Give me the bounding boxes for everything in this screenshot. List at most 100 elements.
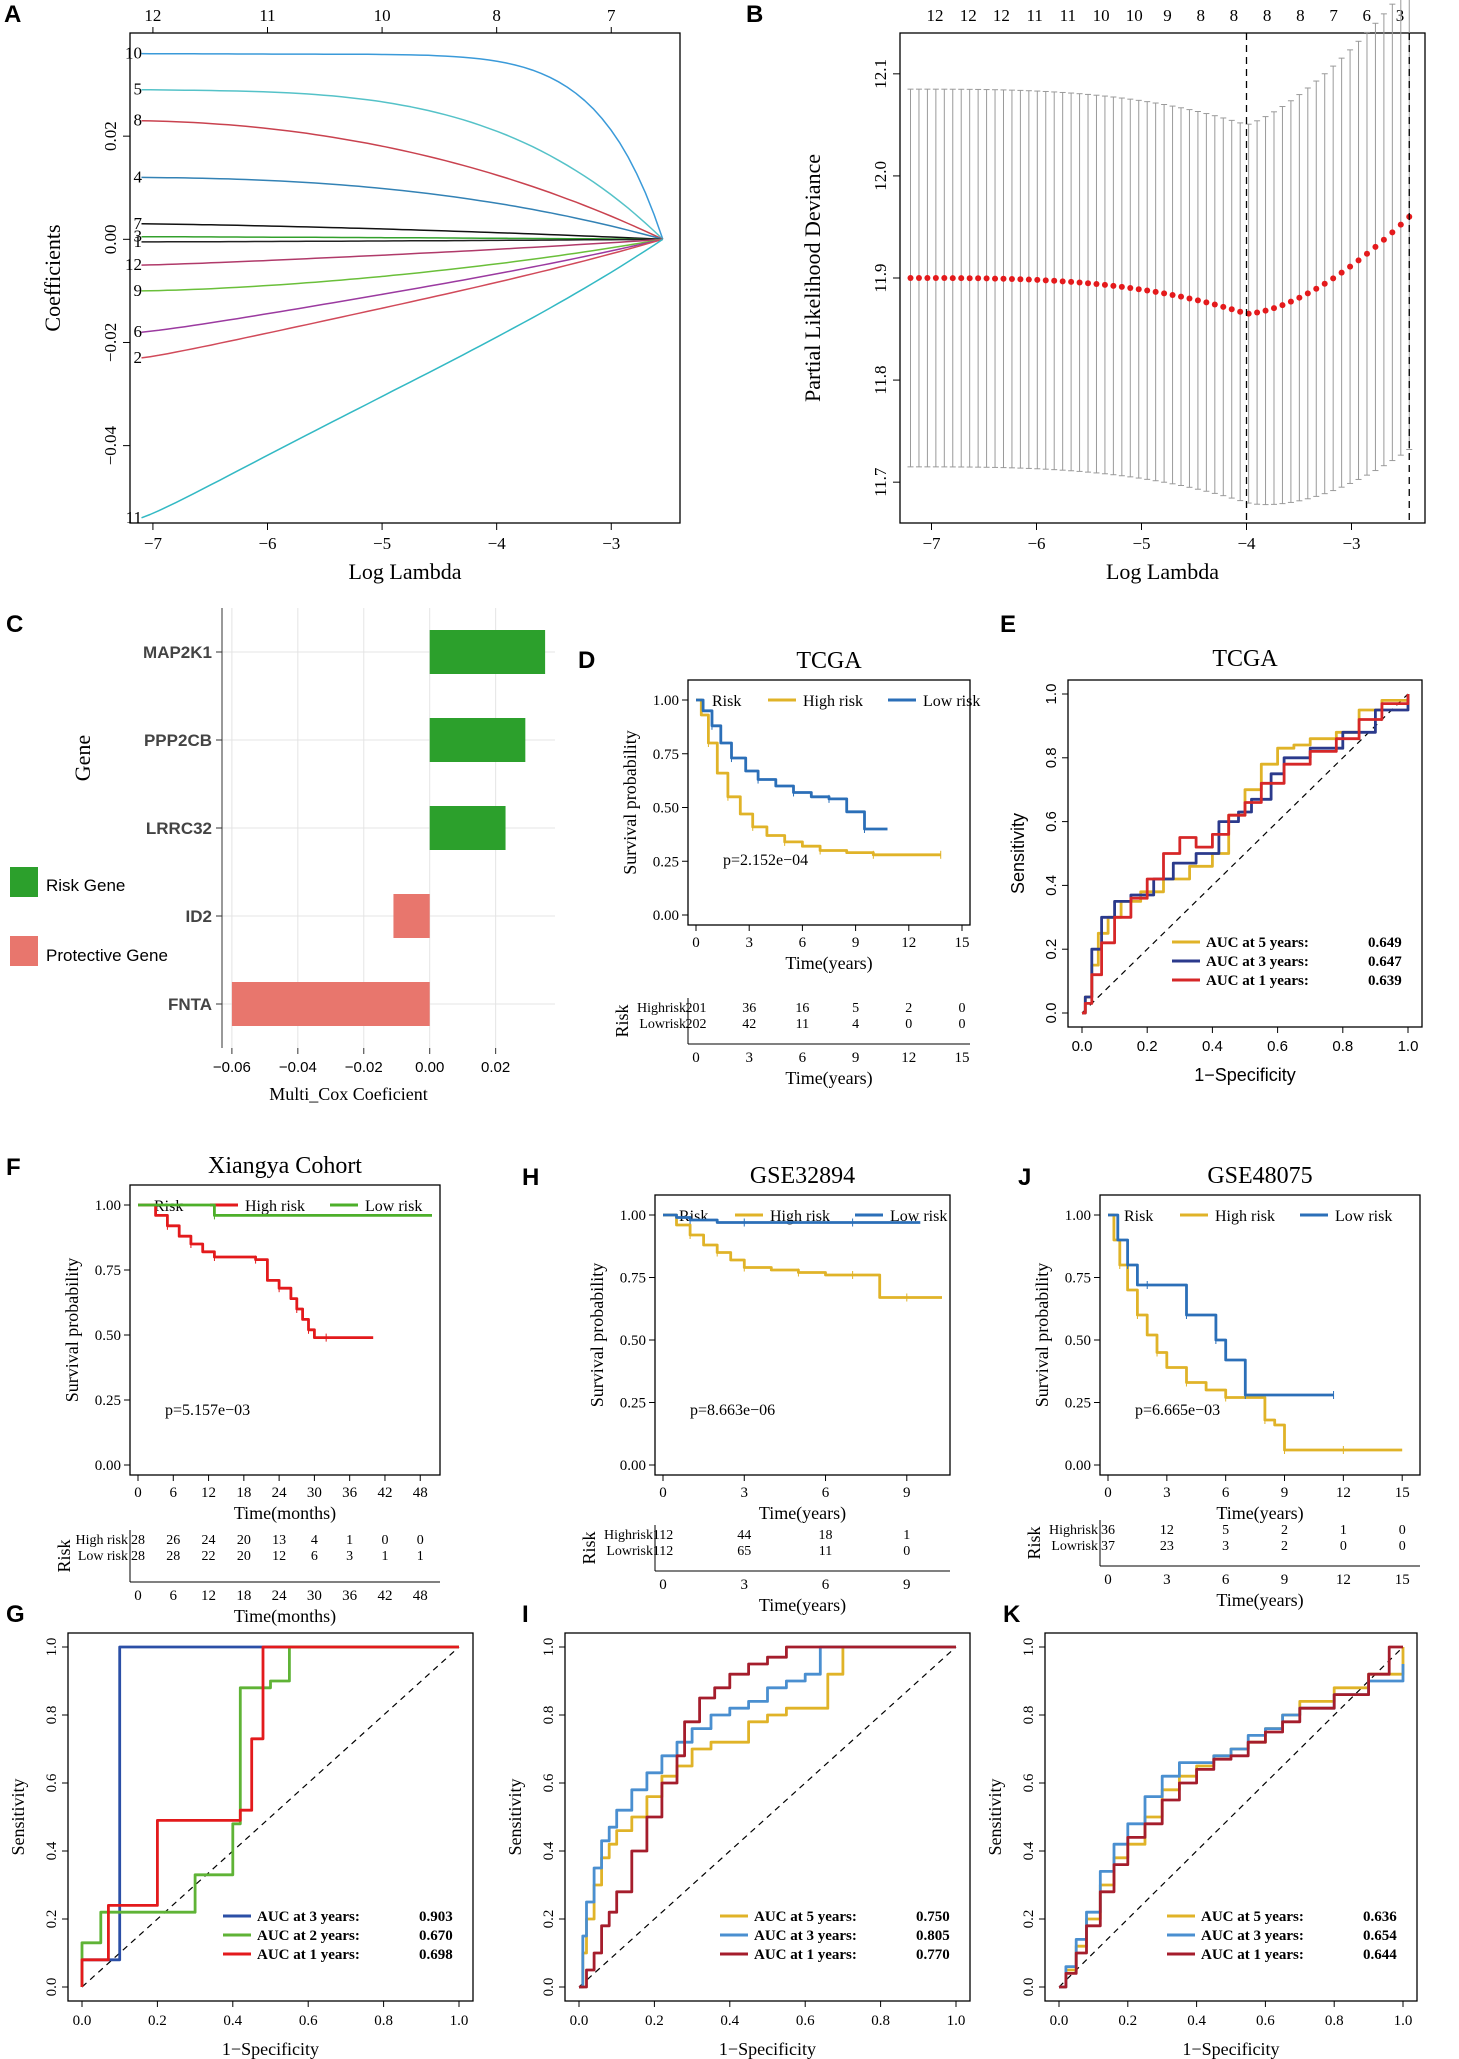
coef-path-8: [141, 119, 664, 240]
y-tick-label: 0.0: [1043, 1003, 1060, 1024]
path-label-3: 3: [134, 227, 143, 246]
table-count: 26: [166, 1533, 180, 1548]
y-tick-label: 0.0: [1021, 1978, 1037, 1997]
path-label-4: 4: [134, 167, 143, 186]
table-x-tick: 12: [201, 1588, 216, 1604]
y-tick-label: 0.50: [1065, 1333, 1091, 1349]
panel-label-g: G: [6, 1601, 25, 1628]
km-curve-low: [138, 1203, 432, 1217]
x-tick-label: 3: [745, 935, 753, 951]
legend-label-0: AUC at 5 years:: [1206, 935, 1309, 951]
panel-label-k: K: [1003, 1601, 1021, 1628]
top-tick-label: 12: [144, 6, 161, 25]
cv-point: [1380, 236, 1387, 243]
gene-label-LRRC32: LRRC32: [146, 819, 212, 838]
table-x-label: Time(years): [785, 1068, 872, 1089]
coef-path-1: [141, 238, 663, 243]
coef-path-5: [141, 88, 664, 240]
x-tick-label: 36: [342, 1485, 358, 1501]
chart-title: TCGA: [1212, 646, 1278, 672]
y-tick-label: 0.75: [653, 747, 679, 763]
x-tick-label: 15: [1395, 1485, 1410, 1501]
table-x-tick: 0: [134, 1588, 142, 1604]
x-tick-label: 0.6: [1267, 1038, 1288, 1055]
coef-path-10: [141, 52, 664, 240]
table-count: 16: [795, 1001, 809, 1016]
y-tick-label: 0.75: [620, 1271, 646, 1287]
table-count: 0: [1340, 1539, 1347, 1554]
coef-path-12: [141, 238, 663, 266]
x-tick-label: −3: [602, 534, 620, 553]
bar-FNTA: [231, 982, 430, 1026]
cv-point: [1363, 250, 1370, 257]
coef-path-7: [141, 223, 663, 241]
legend-auc-0: 0.636: [1363, 1909, 1397, 1925]
x-tick-label: 0.02: [481, 1059, 510, 1076]
y-tick-label: 0.4: [1043, 875, 1060, 896]
legend-auc-0: 0.750: [916, 1909, 950, 1925]
table-x-label: Time(years): [759, 1595, 846, 1616]
table-count: 4: [311, 1533, 318, 1548]
y-tick-label: 0.2: [1043, 939, 1060, 960]
y-tick-label: 0.6: [1021, 1773, 1037, 1792]
table-count: 1: [381, 1549, 388, 1564]
top-label: 10: [1126, 6, 1143, 25]
diagonal-reference: [578, 1646, 957, 1988]
x-tick-label: 0.6: [796, 2013, 815, 2029]
x-tick-label: 0.0: [73, 2013, 92, 2029]
legend-label-low: Low risk: [365, 1198, 422, 1215]
x-tick-label: −4: [1237, 534, 1256, 553]
table-row-name: Highrisk: [604, 1528, 653, 1543]
y-tick-label: 0.00: [101, 224, 120, 254]
x-axis-label: Multi_Cox Coeficient: [269, 1084, 427, 1104]
x-tick-label: −0.02: [345, 1059, 383, 1076]
table-label: Risk: [612, 1004, 632, 1037]
table-row-name: Lowrisk: [1051, 1539, 1098, 1554]
legend-label-2: AUC at 1 years:: [1201, 1947, 1304, 1963]
x-tick-label: −5: [1132, 534, 1150, 553]
table-count: 20: [237, 1533, 251, 1548]
plot-frame: [564, 1632, 971, 2002]
table-x-tick: 15: [955, 1050, 970, 1066]
x-tick-label: 24: [272, 1485, 288, 1501]
plot-frame: [129, 32, 681, 524]
x-tick-label: 0.8: [1332, 1038, 1353, 1055]
table-x-tick: 15: [1395, 1572, 1410, 1588]
cv-point: [975, 275, 982, 282]
cv-point: [1144, 287, 1151, 294]
x-tick-label: 0.2: [1137, 1038, 1158, 1055]
y-tick-label: 0.00: [620, 1458, 646, 1474]
x-tick-label: 48: [413, 1485, 428, 1501]
table-row-name: High risk: [76, 1533, 129, 1548]
bar-MAP2K1: [429, 630, 546, 674]
table-count: 36: [1101, 1523, 1115, 1538]
legend-label-0: AUC at 5 years:: [754, 1909, 857, 1925]
x-axis-label: 1−Specificity: [719, 2039, 816, 2059]
diagonal-reference: [1058, 1646, 1404, 1988]
legend-auc-1: 0.647: [1368, 954, 1402, 970]
path-label-1: 1: [134, 232, 143, 251]
y-axis-label: Sensitivity: [1008, 813, 1028, 894]
gene-label-ID2: ID2: [186, 907, 212, 926]
x-tick-label: 0.2: [645, 2013, 664, 2029]
plot-frame: [654, 1194, 951, 1476]
y-tick-label: 1.00: [1065, 1208, 1091, 1224]
y-tick-label: 0.8: [44, 1706, 60, 1725]
table-x-tick: 42: [377, 1588, 392, 1604]
y-tick-label: 0.2: [1021, 1910, 1037, 1929]
plot-frame: [67, 1632, 474, 2002]
top-label: 10: [1093, 6, 1110, 25]
x-tick-label: 1.0: [450, 2013, 469, 2029]
cv-point: [1051, 277, 1058, 284]
y-tick-label: 0.0: [541, 1978, 557, 1997]
top-label: 12: [993, 6, 1010, 25]
table-count: 0: [959, 1001, 966, 1016]
legend-label-protective: Protective Gene: [46, 946, 168, 965]
panel-i-gse32894-roc: 0.0 0.2 0.4 0.6 0.8 1.0 0.0 0.2 0.4 0.6 0.8 1.0 1−Sp…: [505, 1632, 971, 2059]
path-label-8: 8: [134, 111, 143, 130]
cv-point: [1186, 295, 1193, 302]
x-axis-label: 1−Specificity: [222, 2039, 319, 2059]
coef-path-11: [141, 238, 664, 519]
